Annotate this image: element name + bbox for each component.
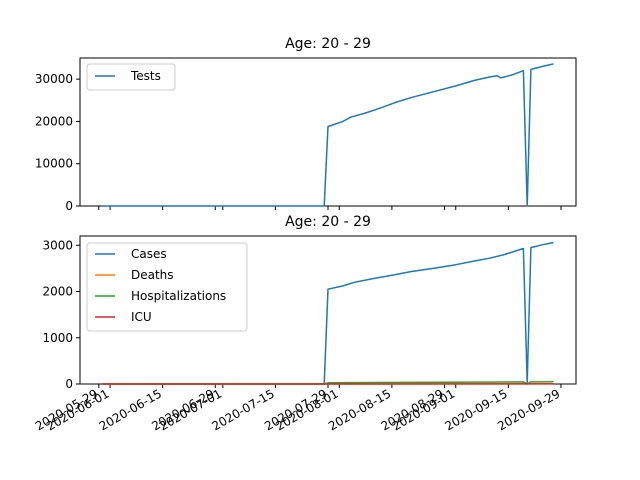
tests-subplot: Age: 20 - 29 0 10000 20000 30000 Tests xyxy=(35,36,577,213)
bottom-y-ticks: 0 1000 2000 3000 xyxy=(42,238,80,391)
top-legend-box xyxy=(86,63,176,91)
bottom-series-lines xyxy=(102,241,554,385)
y-tick-label: 30000 xyxy=(35,72,73,86)
top-series-lines xyxy=(102,63,554,207)
y-tick-label: 3000 xyxy=(42,238,73,252)
legend-label-cases: Cases xyxy=(131,247,167,261)
series-line-tests xyxy=(102,63,554,207)
bottom-legend: Cases Deaths Hospitalizations ICU xyxy=(86,242,248,332)
legend-label-tests: Tests xyxy=(130,69,161,83)
series-line-cases xyxy=(102,241,554,385)
y-tick-label: 1000 xyxy=(42,331,73,345)
bottom-legend-box xyxy=(86,242,248,332)
y-tick-label: 0 xyxy=(65,199,73,213)
y-tick-label: 2000 xyxy=(42,285,73,299)
legend-label-hospitalizations: Hospitalizations xyxy=(131,289,226,303)
legend-label-deaths: Deaths xyxy=(131,268,174,282)
bottom-chart-title: Age: 20 - 29 xyxy=(285,214,371,230)
y-tick-label: 0 xyxy=(65,377,73,391)
y-tick-label: 20000 xyxy=(35,114,73,128)
top-chart-title: Age: 20 - 29 xyxy=(285,36,371,52)
top-y-ticks: 0 10000 20000 30000 xyxy=(35,72,80,213)
legend-label-icu: ICU xyxy=(131,310,152,324)
y-tick-label: 10000 xyxy=(35,157,73,171)
top-legend: Tests xyxy=(86,63,176,91)
